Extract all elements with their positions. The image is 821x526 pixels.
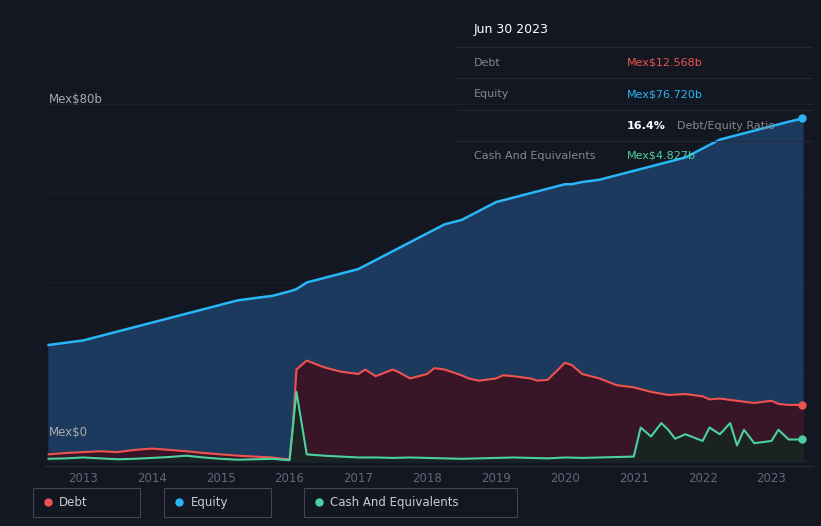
Text: Debt: Debt <box>474 57 500 68</box>
Text: Mex$76.720b: Mex$76.720b <box>627 89 703 99</box>
Point <box>796 114 809 123</box>
Text: Jun 30 2023: Jun 30 2023 <box>474 23 548 36</box>
Text: Cash And Equivalents: Cash And Equivalents <box>474 150 595 161</box>
Text: Cash And Equivalents: Cash And Equivalents <box>330 496 459 509</box>
Text: Mex$4.827b: Mex$4.827b <box>627 150 696 161</box>
Point <box>796 436 809 444</box>
Text: Equity: Equity <box>190 496 228 509</box>
Text: Debt/Equity Ratio: Debt/Equity Ratio <box>677 120 775 131</box>
Text: Debt: Debt <box>59 496 88 509</box>
Point <box>796 401 809 409</box>
Text: Mex$0: Mex$0 <box>49 426 88 439</box>
Text: 16.4%: 16.4% <box>627 120 666 131</box>
Text: Mex$12.568b: Mex$12.568b <box>627 57 703 68</box>
Text: Equity: Equity <box>474 89 509 99</box>
Text: Mex$80b: Mex$80b <box>49 93 103 106</box>
